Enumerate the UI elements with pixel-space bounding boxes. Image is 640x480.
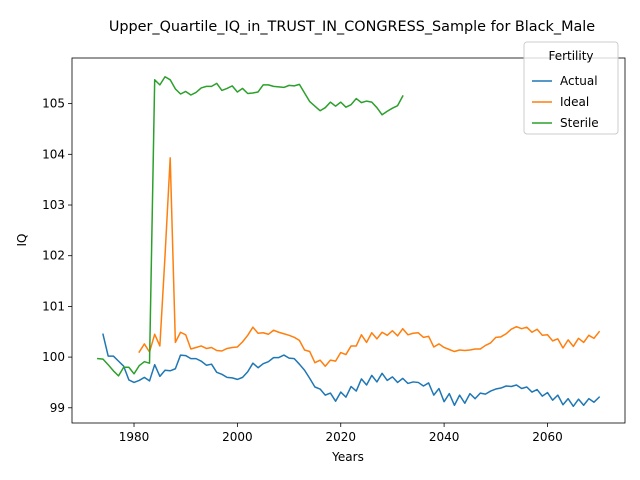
y-axis-label: IQ: [15, 234, 29, 247]
y-tick-label: 104: [42, 147, 65, 161]
legend: Fertility Actual Ideal Sterile: [524, 42, 618, 134]
x-tick-label: 2040: [429, 430, 460, 444]
legend-label-ideal: Ideal: [560, 95, 589, 109]
legend-label-sterile: Sterile: [560, 116, 599, 130]
y-tick-label: 102: [42, 249, 65, 263]
y-tick-label: 103: [42, 198, 65, 212]
legend-title: Fertility: [548, 49, 593, 63]
y-tick-label: 99: [50, 401, 65, 415]
legend-label-actual: Actual: [560, 74, 598, 88]
x-axis-label: Years: [331, 450, 364, 464]
y-tick-label: 100: [42, 350, 65, 364]
y-tick-label: 101: [42, 299, 65, 313]
x-tick-label: 1980: [119, 430, 150, 444]
y-tick-label: 105: [42, 97, 65, 111]
x-tick-label: 2060: [532, 430, 563, 444]
x-tick-label: 2000: [222, 430, 253, 444]
x-tick-label: 2020: [325, 430, 356, 444]
chart-title: Upper_Quartile_IQ_in_TRUST_IN_CONGRESS_S…: [109, 19, 595, 35]
